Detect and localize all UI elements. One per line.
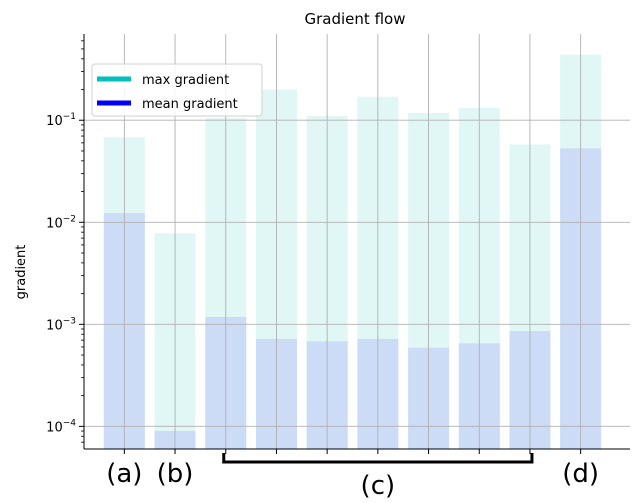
legend-label-max: max gradient [142,73,229,88]
group-annotations: (a) (b) (c) (d) [106,453,599,501]
annotation-label: (c) [361,471,396,498]
y-tick-label: 10−4 [46,418,76,435]
legend-label-mean: mean gradient [142,97,238,112]
annotation-label: (d) [562,459,599,489]
legend-box [91,63,263,117]
y-tick-label: 10−1 [46,112,76,129]
plot-area: 10−4 10−3 10−2 10−1 [46,34,630,454]
y-tick-label: 10−2 [46,214,76,231]
y-axis-label: gradient [14,245,29,300]
chart-title: Gradient flow [305,10,406,28]
annotation-bracket [222,453,534,464]
y-axis: 10−4 10−3 10−2 10−1 [46,40,84,443]
y-tick-label: 10−3 [46,316,76,333]
grid-lines [84,34,630,449]
annotation-label: (a) [106,459,142,489]
legend: max gradient mean gradient [91,63,263,117]
x-axis [123,449,582,454]
annotation-label: (b) [157,459,194,489]
